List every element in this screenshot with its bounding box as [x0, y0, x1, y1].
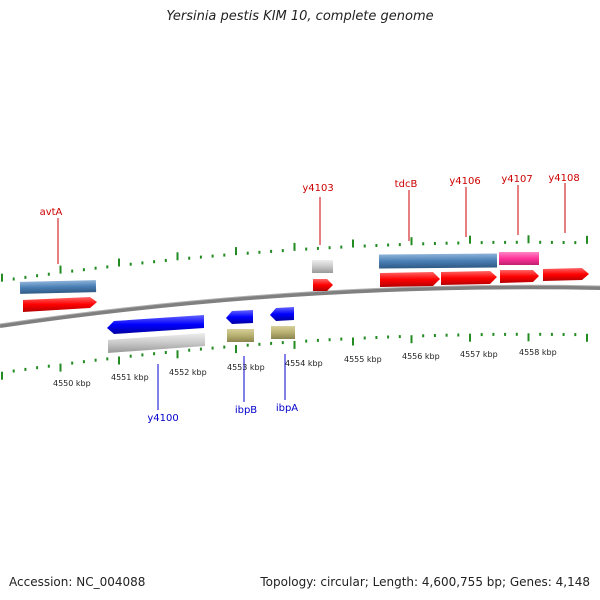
- gene-label: y4108: [548, 173, 579, 184]
- tick-row-top: [1, 235, 588, 282]
- gene-labels-top: avtA y4103 tdcB y4106 y4107 y4108: [40, 173, 580, 264]
- scale-label: 4550 kbp: [53, 379, 91, 388]
- gene-labels-bottom: y4100 ibpB ibpA: [147, 354, 298, 424]
- gene-label: y4100: [147, 413, 178, 424]
- scale-label: 4553 kbp: [227, 363, 265, 372]
- genome-summary-text: Topology: circular; Length: 4,600,755 bp…: [260, 575, 590, 589]
- tick-row-bottom: [1, 332, 588, 380]
- gene-block-ibpB: [227, 329, 254, 342]
- cds-avtA: [23, 297, 97, 312]
- gene-block-ibpA: [271, 326, 295, 339]
- reverse-strand: [107, 307, 295, 353]
- scale-labels: 4550 kbp 4551 kbp 4552 kbp 4553 kbp 4554…: [53, 348, 557, 388]
- cds-ibpA: [270, 307, 294, 321]
- scale-label: 4552 kbp: [169, 368, 207, 377]
- gene-label: ibpA: [276, 403, 298, 414]
- gene-block-avtA: [19, 280, 97, 294]
- cds-y4107: [500, 270, 539, 283]
- scale-label: 4556 kbp: [402, 352, 440, 361]
- scale-label: 4558 kbp: [519, 348, 557, 357]
- gene-label: avtA: [40, 207, 63, 218]
- gene-block-y4107: [499, 252, 539, 265]
- cds-y4100: [107, 315, 204, 334]
- scale-label: 4555 kbp: [344, 355, 382, 364]
- gene-label: ibpB: [235, 405, 257, 416]
- gene-block-tdcB-y4106: [378, 253, 498, 269]
- scale-label: 4551 kbp: [111, 373, 149, 382]
- cds-tdcB: [380, 272, 440, 287]
- gene-label: tdcB: [395, 179, 418, 190]
- genome-title: Yersinia pestis KIM 10, complete genome: [166, 9, 434, 24]
- gene-label: y4107: [501, 174, 532, 185]
- gene-label: y4106: [449, 176, 480, 187]
- gene-block-y4103: [312, 260, 333, 273]
- scale-label: 4557 kbp: [460, 350, 498, 359]
- forward-strand: [19, 252, 589, 312]
- accession-text: Accession: NC_004088: [9, 575, 146, 589]
- gene-label: y4103: [302, 183, 333, 194]
- genome-backbone: [0, 285, 600, 328]
- cds-y4106: [441, 271, 497, 285]
- cds-y4108: [543, 268, 589, 281]
- cds-y4103: [313, 279, 333, 291]
- cds-ibpB: [226, 310, 253, 324]
- gene-block-y4100: [108, 333, 205, 353]
- scale-label: 4554 kbp: [285, 359, 323, 368]
